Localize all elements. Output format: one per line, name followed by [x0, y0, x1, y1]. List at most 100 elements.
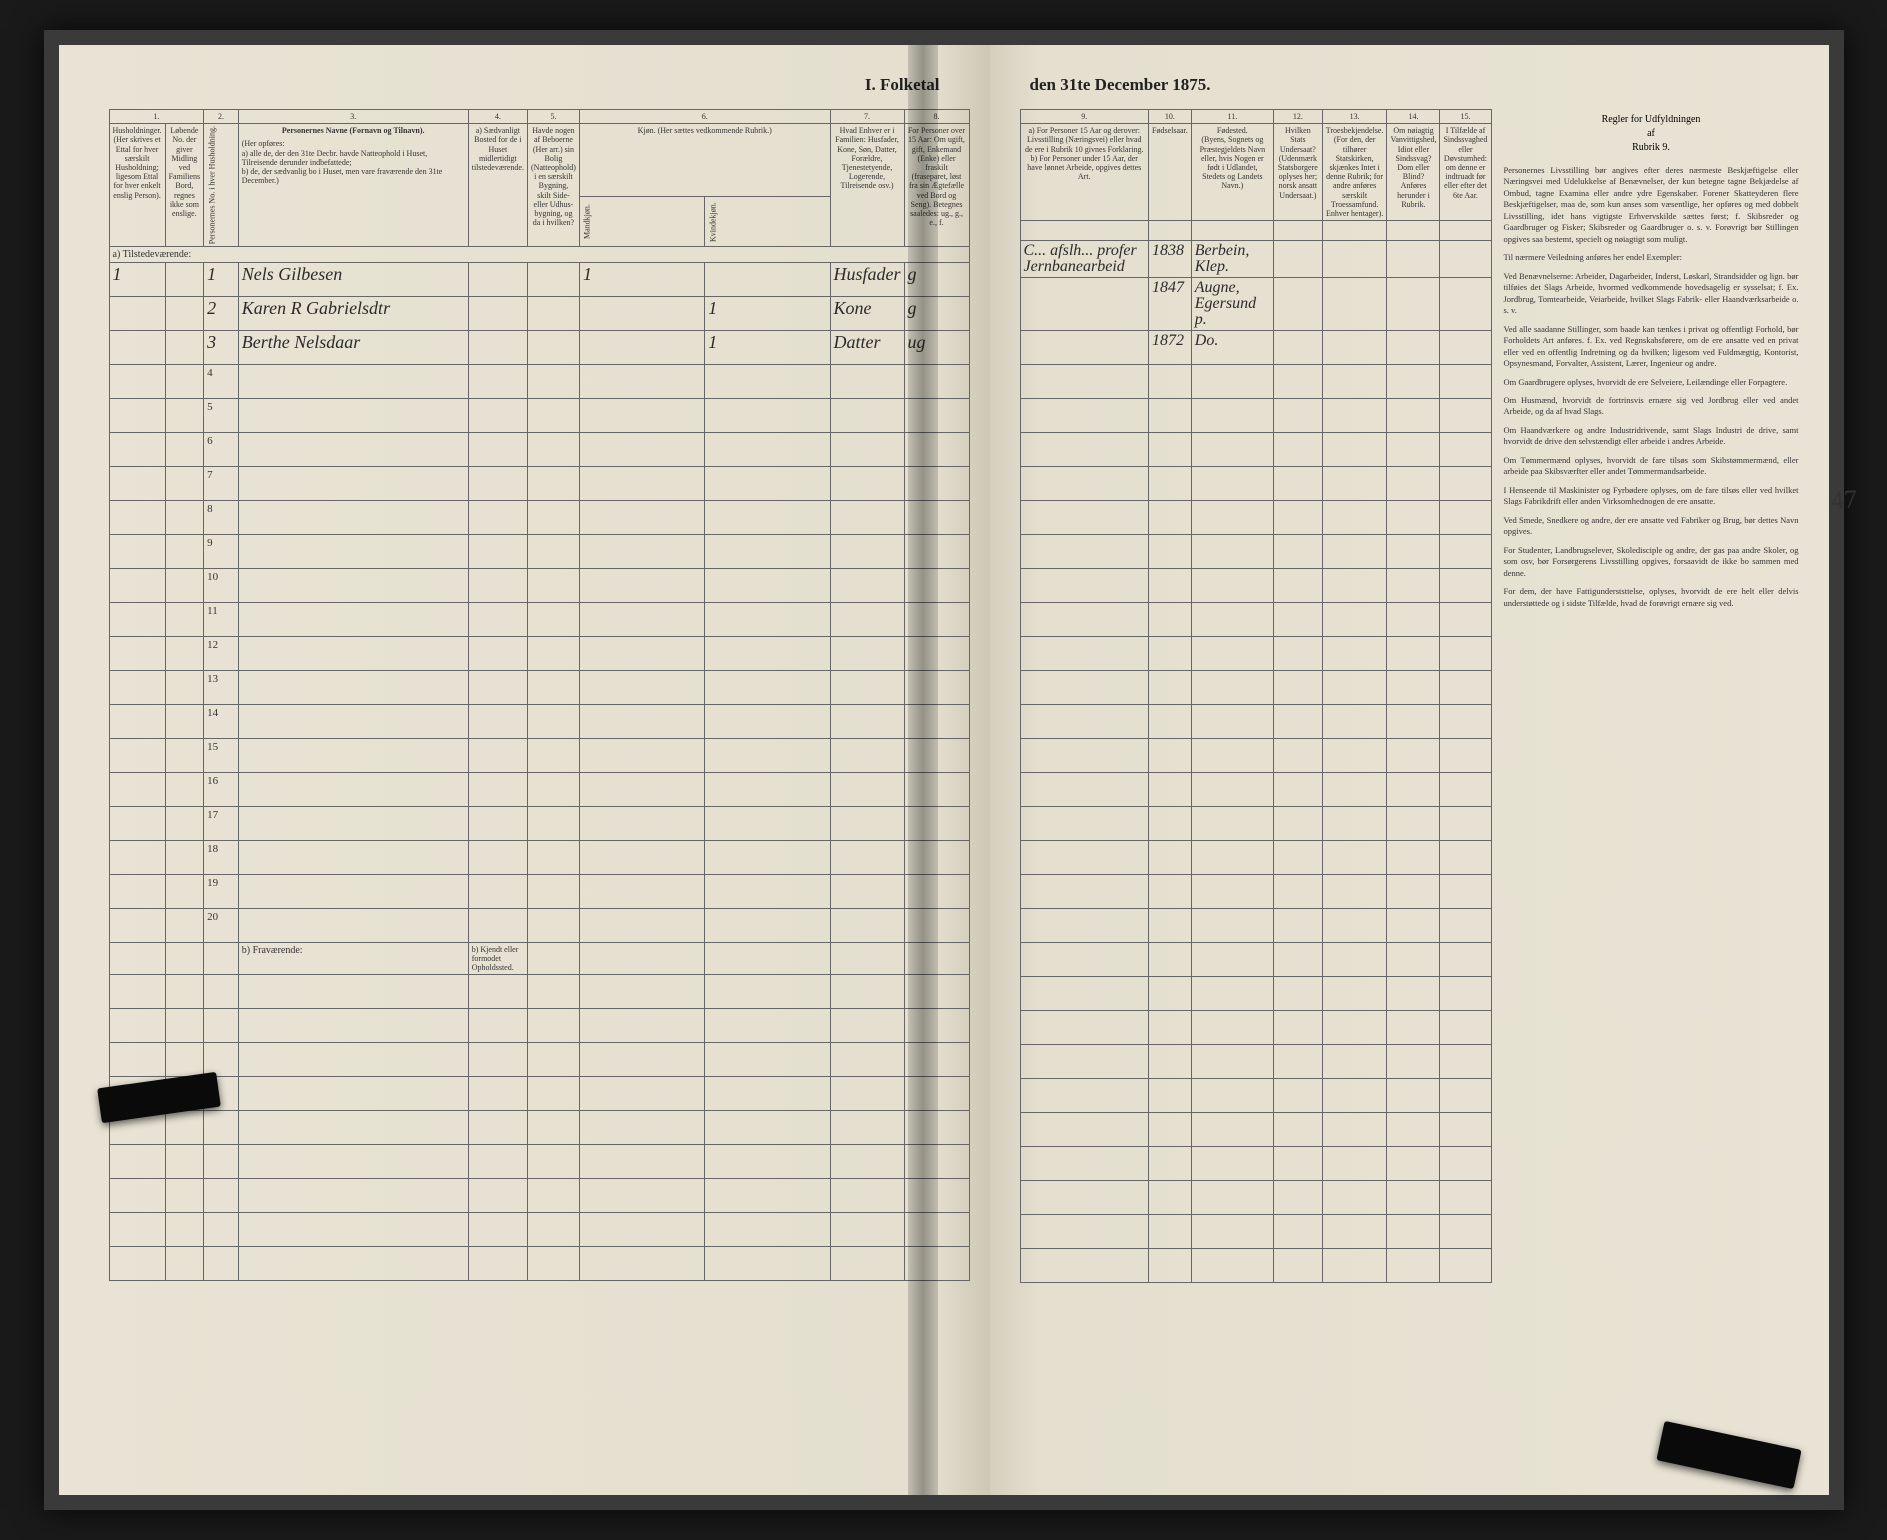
- cell: [705, 875, 830, 909]
- cell: Husfader: [830, 263, 904, 297]
- table-row: 18: [109, 841, 969, 875]
- colnum: 7.: [830, 110, 904, 124]
- cell: [468, 1247, 527, 1281]
- cell: [1020, 1045, 1149, 1079]
- cell: [1149, 1181, 1192, 1215]
- cell: [468, 875, 527, 909]
- cell: [1322, 535, 1387, 569]
- cell: [1387, 705, 1440, 739]
- cell: [830, 875, 904, 909]
- cell: [165, 943, 204, 975]
- cell: [238, 501, 468, 535]
- cell: [238, 1009, 468, 1043]
- cell: [527, 331, 579, 365]
- instruction-paragraph: Om Husmænd, hvorvidt de fortrinsvis ernæ…: [1504, 395, 1799, 418]
- cell: [1440, 365, 1491, 399]
- cell: [1149, 1079, 1192, 1113]
- cell: [579, 671, 704, 705]
- cell: [1440, 1249, 1491, 1283]
- cell: [165, 331, 204, 365]
- col-header: Løbende No. der giver Midling ved Famili…: [165, 124, 204, 247]
- cell: [468, 1009, 527, 1043]
- cell: [1322, 1249, 1387, 1283]
- cell: [109, 1247, 165, 1281]
- cell: [1387, 1249, 1440, 1283]
- cell: [468, 603, 527, 637]
- cell: 1: [705, 331, 830, 365]
- page-title-right: den 31te December 1875.: [1020, 75, 1799, 95]
- cell: [1149, 739, 1192, 773]
- cell: [1149, 977, 1192, 1011]
- cell: [165, 1111, 204, 1145]
- cell: [830, 1077, 904, 1111]
- cell: [579, 1077, 704, 1111]
- col-header-body: (Her opføres: a) alle de, der den 31te D…: [242, 139, 465, 185]
- colnum: 4.: [468, 110, 527, 124]
- cell: [1020, 841, 1149, 875]
- cell: [705, 433, 830, 467]
- cell: [109, 705, 165, 739]
- table-row: [109, 1043, 969, 1077]
- cell: [705, 909, 830, 943]
- cell: [527, 1043, 579, 1077]
- cell: [1191, 221, 1273, 241]
- cell: [527, 773, 579, 807]
- cell: [1322, 331, 1387, 365]
- cell: [1149, 909, 1192, 943]
- cell: [830, 1009, 904, 1043]
- table-row: [1020, 1215, 1491, 1249]
- cell: [1191, 1147, 1273, 1181]
- cell: [527, 637, 579, 671]
- cell: [830, 841, 904, 875]
- cell: [1322, 1181, 1387, 1215]
- cell: [1020, 977, 1149, 1011]
- cell: [165, 1247, 204, 1281]
- cell: [468, 365, 527, 399]
- cell: [238, 637, 468, 671]
- table-row: [109, 1077, 969, 1111]
- cell: [238, 1145, 468, 1179]
- cell: [579, 739, 704, 773]
- cell: [527, 909, 579, 943]
- table-row: [1020, 773, 1491, 807]
- col-header: a) For Personer 15 Aar og derover: Livss…: [1020, 124, 1149, 221]
- cell: [1273, 637, 1322, 671]
- cell: [1149, 875, 1192, 909]
- cell: [1387, 739, 1440, 773]
- cell: [1020, 705, 1149, 739]
- cell: [527, 1213, 579, 1247]
- cell: [830, 773, 904, 807]
- instruction-paragraph: For dem, der have Fattigunderststtelse, …: [1504, 586, 1799, 609]
- cell: [527, 943, 579, 975]
- cell: [830, 399, 904, 433]
- cell: 1: [109, 263, 165, 297]
- cell: [1440, 1011, 1491, 1045]
- colnum: 2.: [204, 110, 239, 124]
- cell: [1322, 221, 1387, 241]
- cell: [204, 943, 239, 975]
- page-title-left: I. Folketal: [109, 75, 970, 95]
- cell: Berbein, Klep.: [1191, 241, 1273, 278]
- table-row: C... afslh... profer Jernbanearbeid1838B…: [1020, 241, 1491, 278]
- cell: [1149, 671, 1192, 705]
- cell: [1387, 241, 1440, 278]
- cell: [1322, 1215, 1387, 1249]
- cell: [238, 671, 468, 705]
- instruction-paragraph: Ved alle saadanne Stillinger, som baade …: [1504, 324, 1799, 370]
- page-spread: I. Folketal 1. 2. 3. 4. 5. 6. 7. 8. Hush…: [59, 45, 1829, 1495]
- cell: [204, 1111, 239, 1145]
- cell: [109, 1145, 165, 1179]
- cell: [1149, 569, 1192, 603]
- cell: [1440, 1147, 1491, 1181]
- cell: [109, 875, 165, 909]
- cell: [204, 975, 239, 1009]
- cell: [165, 841, 204, 875]
- cell: [830, 1213, 904, 1247]
- cell: [1440, 1113, 1491, 1147]
- cell: [1273, 1079, 1322, 1113]
- cell: [1149, 841, 1192, 875]
- cell: [830, 1179, 904, 1213]
- cell: [1191, 773, 1273, 807]
- cell: [527, 1111, 579, 1145]
- cell: [1440, 705, 1491, 739]
